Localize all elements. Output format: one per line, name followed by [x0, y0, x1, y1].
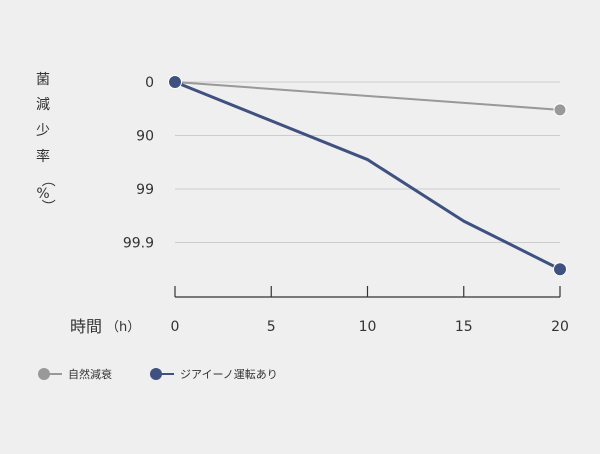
- x-axis: [174, 286, 561, 298]
- x-tick-label: 10: [359, 319, 377, 335]
- x-axis-label: 時間 （h）: [70, 317, 140, 336]
- y-axis-label-char: ）: [39, 199, 55, 213]
- series-marker-1: [553, 262, 567, 277]
- legend-label-0: 自然減衰: [68, 367, 112, 381]
- y-axis-label-char: 菌: [36, 72, 50, 88]
- grid-lines: [175, 81, 560, 243]
- y-axis-label-char: 率: [36, 148, 50, 165]
- legend-marker-1: [150, 368, 162, 380]
- x-axis-label-unit: （h）: [106, 320, 140, 335]
- y-axis-label-char: （: [39, 173, 55, 187]
- legend-label-1: ジアイーノ運転あり: [180, 368, 278, 381]
- y-tick-label: 0: [145, 75, 154, 91]
- series-markers: [168, 75, 567, 277]
- x-axis-label-main: 時間: [70, 317, 102, 336]
- y-axis-label-char: 少: [36, 123, 50, 139]
- y-tick-label: 99.9: [123, 236, 154, 252]
- series-line-0: [174, 81, 561, 111]
- y-axis-label-char: 減: [36, 96, 50, 113]
- x-tick-label: 15: [455, 319, 473, 335]
- y-tick-label: 90: [136, 129, 154, 145]
- x-tick-labels: 0 5 10 15 20: [171, 319, 569, 335]
- y-tick-label: 99: [136, 182, 154, 198]
- legend: 自然減衰 ジアイーノ運転あり: [38, 367, 278, 381]
- y-axis-label-char: %: [36, 186, 49, 202]
- x-tick-label: 5: [267, 319, 276, 335]
- series-lines: [174, 80, 561, 271]
- x-tick-label: 0: [171, 319, 180, 335]
- series-marker-1: [168, 75, 182, 89]
- y-tick-labels: 0 90 99 99.9: [123, 75, 154, 252]
- series-line-1: [174, 80, 561, 271]
- legend-marker-0: [38, 368, 50, 380]
- x-tick-label: 20: [551, 319, 569, 335]
- series-marker-0: [553, 103, 567, 117]
